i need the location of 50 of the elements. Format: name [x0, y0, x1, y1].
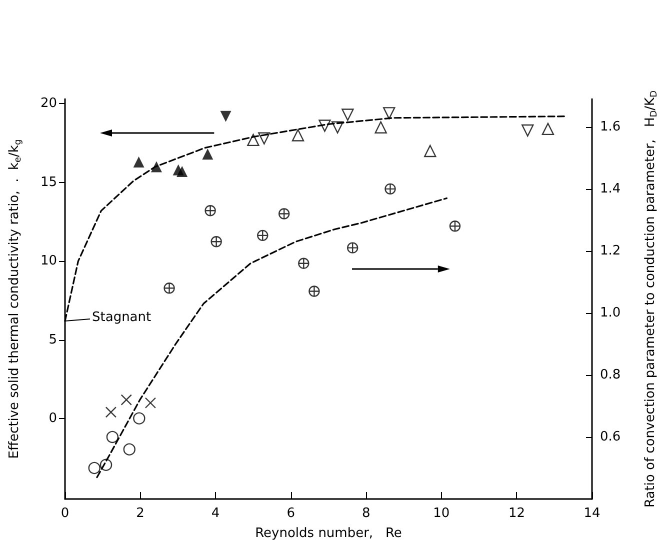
y2-tick-label: 0.6: [600, 429, 621, 444]
point: [202, 148, 214, 160]
x-tick-label: 14: [584, 506, 600, 521]
point: [220, 110, 232, 122]
point: [374, 121, 387, 134]
point: [88, 462, 100, 474]
y2-axis-title: Ratio of convection parameter to conduction parameter, HD/KD: [643, 90, 660, 508]
point: [204, 205, 216, 216]
annotation: Stagnant: [92, 310, 152, 326]
point: [210, 236, 222, 248]
x-tick-label: 6: [286, 506, 295, 521]
y2-tick-label: 1.6: [600, 119, 621, 134]
y-tick-label: 0: [48, 411, 57, 426]
point: [278, 208, 290, 220]
x-tick-label: 10: [433, 506, 450, 521]
point: [308, 286, 320, 297]
x-tick-label: 8: [362, 506, 370, 521]
point: [176, 166, 188, 177]
y-tick-label: 15: [40, 174, 57, 190]
x-tick-label: 2: [136, 506, 144, 521]
y2-tick-label: 0.8: [600, 367, 621, 382]
x-tick-label: 12: [508, 506, 525, 521]
point: [342, 108, 354, 121]
y2-tick-label: 1.2: [600, 243, 621, 258]
point: [542, 122, 554, 136]
point: [383, 107, 396, 120]
y-tick-label: 20: [40, 96, 57, 112]
y-axis-title: Effective solid thermal conductivity ratio, . ke/kg: [7, 139, 24, 459]
point: [133, 156, 144, 168]
point: [106, 430, 119, 444]
y-tick-label: 5: [48, 332, 57, 348]
point: [298, 258, 310, 269]
point: [144, 397, 156, 408]
y-tick-label: 10: [40, 254, 57, 269]
x-axis-title: Reynolds number, Re: [255, 526, 402, 541]
point: [384, 183, 396, 195]
y2-tick-label: 1.0: [600, 305, 621, 320]
point: [123, 443, 136, 456]
y2-tick-label: 1.4: [600, 181, 621, 196]
point: [522, 124, 534, 137]
point: [247, 134, 260, 146]
x-tick-label: 0: [60, 506, 70, 521]
point: [164, 282, 175, 294]
point: [346, 242, 358, 254]
point: [120, 394, 132, 406]
point: [292, 129, 304, 142]
point: [133, 412, 146, 424]
point: [424, 144, 436, 158]
point: [105, 406, 117, 418]
x-tick-label: 4: [211, 506, 220, 521]
